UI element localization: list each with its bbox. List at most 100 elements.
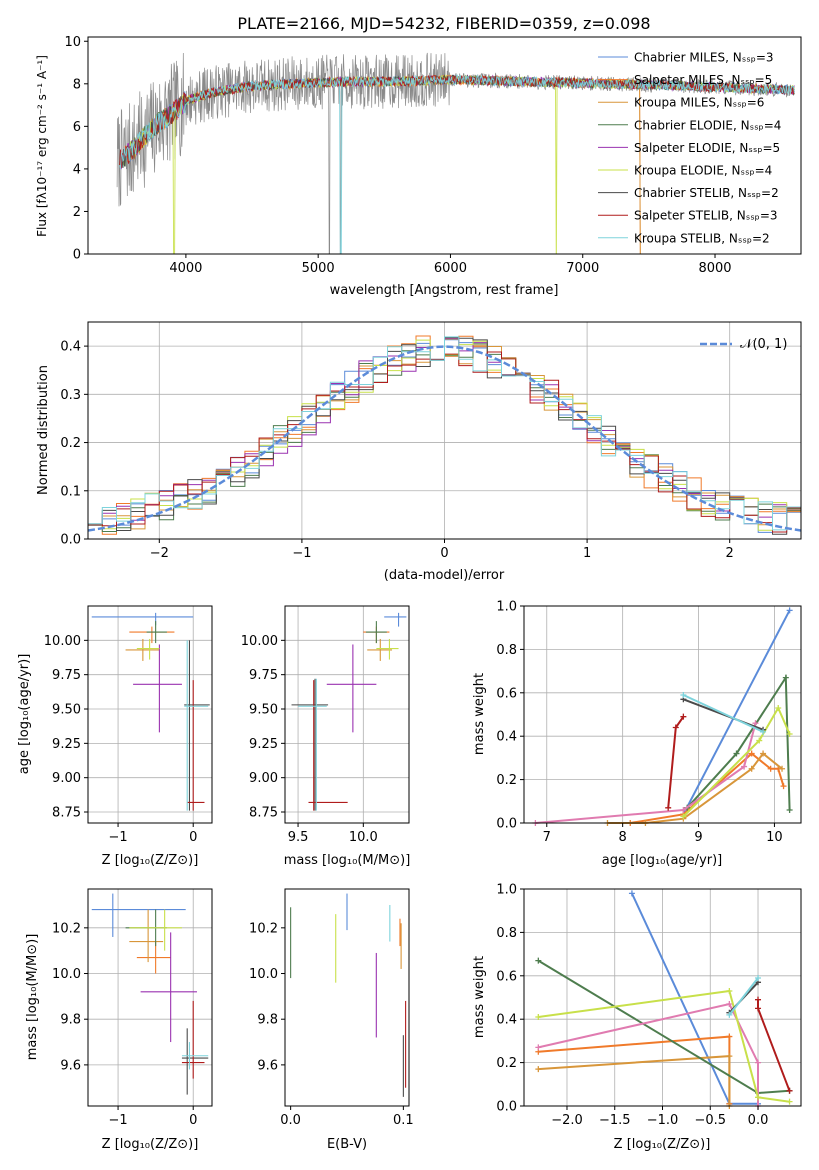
mass-vs-ebv-panel: 0.0 0.1 9.6 9.8 10.0 10.2 E(B-V) [249, 888, 414, 1152]
residual-xlabel: (data-model)/error [384, 568, 505, 583]
weight-marker [535, 1044, 542, 1051]
age-vs-z-frame [87, 605, 213, 824]
mass-vs-ebv-frame [284, 888, 410, 1107]
y-tick-label: 10.0 [52, 967, 81, 982]
error-bar-point [181, 1028, 209, 1095]
y-tick-label: 9.25 [249, 737, 278, 752]
figure-title: PLATE=2166, MJD=54232, FIBERID=0359, z=0… [237, 14, 650, 33]
weight-marker [755, 1094, 762, 1101]
weight-marker [726, 1001, 733, 1008]
gaussian-curve [88, 345, 801, 532]
weight-marker [726, 987, 733, 994]
weight-marker [680, 813, 687, 820]
weight-marker [779, 765, 786, 772]
weight-marker [755, 1005, 762, 1012]
error-bar-point [125, 638, 160, 661]
y-tick-label: 0.0 [496, 817, 517, 832]
weight-marker [786, 607, 793, 614]
y-tick-label: 6 [73, 120, 81, 135]
x-tick-label: 7 [543, 830, 551, 845]
error-bar-point [384, 612, 407, 627]
x-tick-label: 6000 [434, 261, 467, 276]
weight-marker [628, 890, 635, 897]
y-tick-label: 0.4 [496, 730, 517, 745]
weight-vs-age-xlabel: age [log₁₀(age/yr)] [602, 853, 723, 868]
error-bar-point [146, 621, 167, 644]
weight-marker [760, 750, 767, 757]
error-bar-point [308, 680, 348, 811]
y-tick-label: 9.75 [52, 668, 81, 683]
legend-entry: Salpeter ELODIE, Nₛₛₚ=5 [634, 141, 780, 155]
mass-vs-z-frame [87, 888, 213, 1107]
legend-entry: Chabrier ELODIE, Nₛₛₚ=4 [634, 118, 781, 132]
y-tick-label: 8.75 [249, 806, 278, 821]
x-tick-label: 0.0 [280, 1113, 301, 1128]
mass-vs-ebv-xlabel: E(B-V) [327, 1137, 367, 1152]
y-tick-label: 9.00 [52, 771, 81, 786]
x-tick-label: 4000 [169, 261, 202, 276]
error-bar-point [91, 612, 194, 626]
y-tick-label: 8 [73, 77, 81, 92]
model-spectrum-line [119, 74, 795, 169]
weight-vs-z-xlabel: Z [log₁₀(Z/Z⊙)] [614, 1137, 711, 1152]
y-tick-label: 2 [73, 205, 81, 220]
error-bar-point [129, 909, 164, 963]
weight-marker [755, 996, 762, 1003]
x-tick-label: 0.0 [748, 1113, 769, 1128]
weight-series-line [538, 1002, 759, 1106]
weight-vs-age-frame [523, 605, 802, 824]
weight-marker [748, 765, 755, 772]
age-vs-z-ylabel: age [log₁₀(age/yr)] [17, 654, 32, 775]
weight-marker [535, 957, 542, 964]
error-bar-point [376, 638, 399, 660]
weight-marker [780, 783, 787, 790]
y-tick-label: 9.50 [249, 703, 278, 718]
legend-entry: Kroupa MILES, Nₛₛₚ=6 [634, 96, 764, 110]
x-tick-label: 0.1 [393, 1113, 414, 1128]
residual-histogram [88, 336, 801, 531]
y-tick-label: 0.4 [60, 340, 81, 355]
spectrum-panel: 4000 5000 6000 7000 8000 0 2 4 6 8 10 wavelength [… [35, 35, 802, 298]
error-bar-point [187, 680, 205, 811]
model-spectrum-line [119, 73, 795, 254]
error-bar-point [184, 640, 209, 811]
weight-marker [741, 763, 748, 770]
weight-series-line [682, 609, 791, 815]
legend-entry: Salpeter MILES, Nₛₛₚ=5 [634, 73, 772, 87]
error-bar-point [136, 941, 171, 974]
error-bar-point [129, 909, 182, 951]
y-tick-label: 9.8 [60, 1013, 81, 1028]
y-tick-label: 0.3 [60, 388, 81, 403]
x-tick-label: −1.0 [647, 1113, 679, 1128]
legend-entry: Kroupa ELODIE, Nₛₛₚ=4 [634, 164, 772, 178]
y-tick-label: 0.8 [496, 926, 517, 941]
y-tick-label: 0.2 [496, 773, 517, 788]
weight-marker [782, 674, 789, 681]
weight-series-line [682, 705, 791, 818]
y-tick-label: 0.2 [60, 436, 81, 451]
weight-marker [535, 1014, 542, 1021]
weight-vs-z-ylabel: mass weight [472, 956, 487, 1038]
residual-ylabel: Normed distribution [36, 365, 51, 495]
mass-vs-z-ylabel: mass [log₁₀(M/M⊙)] [25, 934, 40, 1061]
weight-marker [680, 806, 687, 813]
x-tick-label: −1 [108, 1113, 127, 1128]
y-tick-label: 4 [73, 162, 81, 177]
weight-vs-age-ylabel: mass weight [472, 673, 487, 755]
error-bar-point [184, 640, 210, 811]
y-tick-label: 0.1 [60, 484, 81, 499]
weight-vs-age-panel: 7 8 9 10 0.0 0.2 0.4 0.6 0.8 1.0 age [log₁₀(age/y… [472, 600, 802, 868]
x-tick-label: 10 [766, 830, 783, 845]
x-tick-label: −0.5 [694, 1113, 726, 1128]
x-tick-label: −1 [108, 830, 127, 845]
y-tick-label: 9.75 [249, 668, 278, 683]
error-bar-point [181, 1000, 205, 1079]
weight-vs-z-panel: −2.0 −1.5 −1.0 −0.5 0.0 0.0 0.2 0.4 0.6 0.8 1.0 Z … [472, 883, 802, 1152]
y-tick-label: 9.00 [249, 771, 278, 786]
error-bar-point [291, 678, 329, 811]
x-tick-label: −2.0 [551, 1113, 583, 1128]
y-tick-label: 10.00 [44, 634, 81, 649]
x-tick-label: 0 [189, 830, 197, 845]
residual-panel: −2 −1 0 1 2 0.0 0.1 0.2 0.3 0.4 (data-model)/erro… [36, 321, 802, 583]
